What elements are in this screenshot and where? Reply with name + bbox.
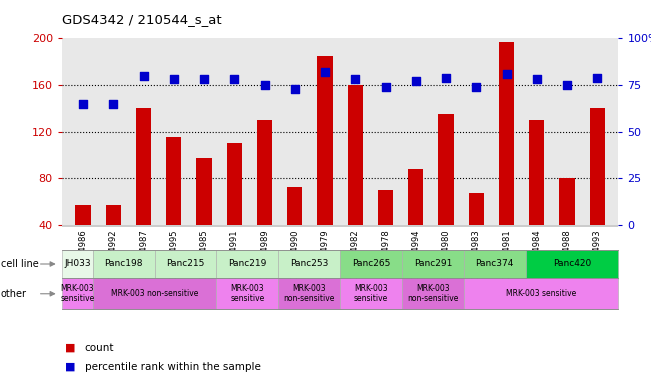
Text: MRK-003
sensitive: MRK-003 sensitive [230, 284, 264, 303]
Text: MRK-003
non-sensitive: MRK-003 non-sensitive [284, 284, 335, 303]
Point [471, 84, 482, 90]
Text: count: count [85, 343, 114, 353]
Bar [136, 108, 151, 271]
Text: ■: ■ [65, 343, 76, 353]
Text: JH033: JH033 [64, 260, 90, 268]
Point [229, 76, 240, 83]
Point [108, 101, 118, 107]
Bar [469, 193, 484, 271]
Bar [76, 205, 90, 271]
Point [259, 82, 270, 88]
Text: Panc253: Panc253 [290, 260, 328, 268]
Point [169, 76, 179, 83]
Bar [439, 114, 454, 271]
Text: MRK-003
sensitive: MRK-003 sensitive [354, 284, 388, 303]
Text: Panc215: Panc215 [167, 260, 204, 268]
Point [411, 78, 421, 84]
Bar [378, 190, 393, 271]
Text: ■: ■ [65, 362, 76, 372]
Text: Panc198: Panc198 [104, 260, 143, 268]
Bar [529, 120, 544, 271]
Text: Panc420: Panc420 [553, 260, 591, 268]
Text: MRK-003 non-sensitive: MRK-003 non-sensitive [111, 289, 199, 298]
Bar [590, 108, 605, 271]
Bar [287, 187, 302, 271]
Point [501, 71, 512, 77]
Text: cell line: cell line [1, 259, 38, 269]
Bar [105, 205, 121, 271]
Text: Panc291: Panc291 [414, 260, 452, 268]
Text: other: other [1, 289, 27, 299]
Bar [499, 42, 514, 271]
Point [320, 69, 330, 75]
Bar [257, 120, 272, 271]
Point [350, 76, 361, 83]
Point [199, 76, 209, 83]
Bar [318, 56, 333, 271]
Bar [166, 137, 182, 271]
Point [441, 74, 451, 81]
Bar [197, 158, 212, 271]
Point [290, 86, 300, 92]
Bar [348, 85, 363, 271]
Point [562, 82, 572, 88]
Text: MRK-003 sensitive: MRK-003 sensitive [506, 289, 576, 298]
Text: Panc374: Panc374 [476, 260, 514, 268]
Bar [408, 169, 423, 271]
Text: GDS4342 / 210544_s_at: GDS4342 / 210544_s_at [62, 13, 221, 26]
Point [380, 84, 391, 90]
Text: Panc265: Panc265 [352, 260, 390, 268]
Bar [227, 143, 242, 271]
Point [532, 76, 542, 83]
Point [592, 74, 602, 81]
Text: Panc219: Panc219 [229, 260, 266, 268]
Text: percentile rank within the sample: percentile rank within the sample [85, 362, 260, 372]
Point [138, 73, 148, 79]
Point [78, 101, 89, 107]
Text: MRK-003
non-sensitive: MRK-003 non-sensitive [408, 284, 458, 303]
Text: MRK-003
sensitive: MRK-003 sensitive [60, 284, 94, 303]
Bar [559, 178, 575, 271]
